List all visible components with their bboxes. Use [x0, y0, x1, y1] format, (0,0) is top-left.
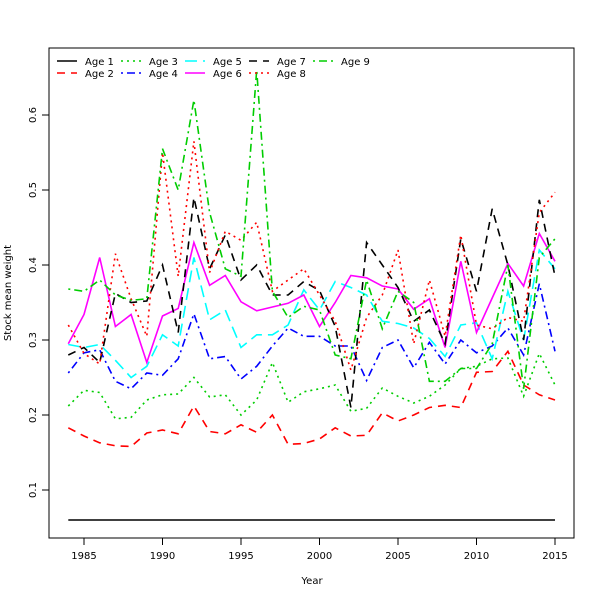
legend-label: Age 1 [85, 57, 114, 68]
legend-label: Age 9 [341, 57, 370, 68]
legend-item: Age 2 [57, 69, 114, 80]
legend-item: Age 6 [185, 69, 242, 80]
series-layer [67, 69, 556, 521]
x-tick-label: 1985 [71, 551, 96, 562]
x-tick-label: 2015 [542, 551, 567, 562]
series-line-age-2 [67, 349, 556, 448]
x-tick-label: 2000 [307, 551, 332, 562]
x-tick-label: 2010 [464, 551, 489, 562]
legend-label: Age 7 [277, 57, 306, 68]
y-axis: 0.1 0.2 0.3 0.4 0.5 0.6 [28, 107, 49, 498]
series-line-age-7 [67, 197, 556, 408]
series-line-age-4 [67, 283, 556, 390]
x-axis-label: Year [300, 576, 323, 587]
y-tick-label: 0.1 [28, 482, 39, 498]
x-tick-label: 1995 [228, 551, 253, 562]
series-line-age-6 [67, 231, 556, 366]
x-tick-label: 1990 [150, 551, 175, 562]
series-line-age-8 [67, 141, 556, 373]
legend-label: Age 2 [85, 69, 114, 80]
x-axis: 1985 1990 1995 2000 2005 2010 2015 [71, 538, 568, 562]
legend-label: Age 5 [213, 57, 242, 68]
y-tick-label: 0.3 [28, 332, 39, 348]
legend-item: Age 7 [249, 57, 306, 68]
plot-frame [48, 47, 575, 539]
y-tick-label: 0.4 [28, 257, 39, 273]
legend-item: Age 9 [313, 57, 370, 68]
legend-item: Age 5 [185, 57, 242, 68]
y-tick-label: 0.2 [28, 407, 39, 423]
legend-label: Age 3 [149, 57, 178, 68]
legend-item: Age 3 [121, 57, 178, 68]
y-tick-label: 0.5 [28, 182, 39, 198]
y-axis-label: Stock mean weight [3, 245, 14, 341]
legend-label: Age 6 [213, 69, 242, 80]
legend-label: Age 4 [149, 69, 178, 80]
legend-label: Age 8 [277, 69, 306, 80]
legend-item: Age 4 [121, 69, 178, 80]
series-line-age-3 [67, 351, 556, 420]
series-line-age-9 [68, 69, 556, 389]
x-tick-label: 2005 [385, 551, 410, 562]
legend-item: Age 8 [249, 69, 306, 80]
legend-item: Age 1 [57, 57, 114, 68]
y-tick-label: 0.6 [28, 107, 39, 123]
